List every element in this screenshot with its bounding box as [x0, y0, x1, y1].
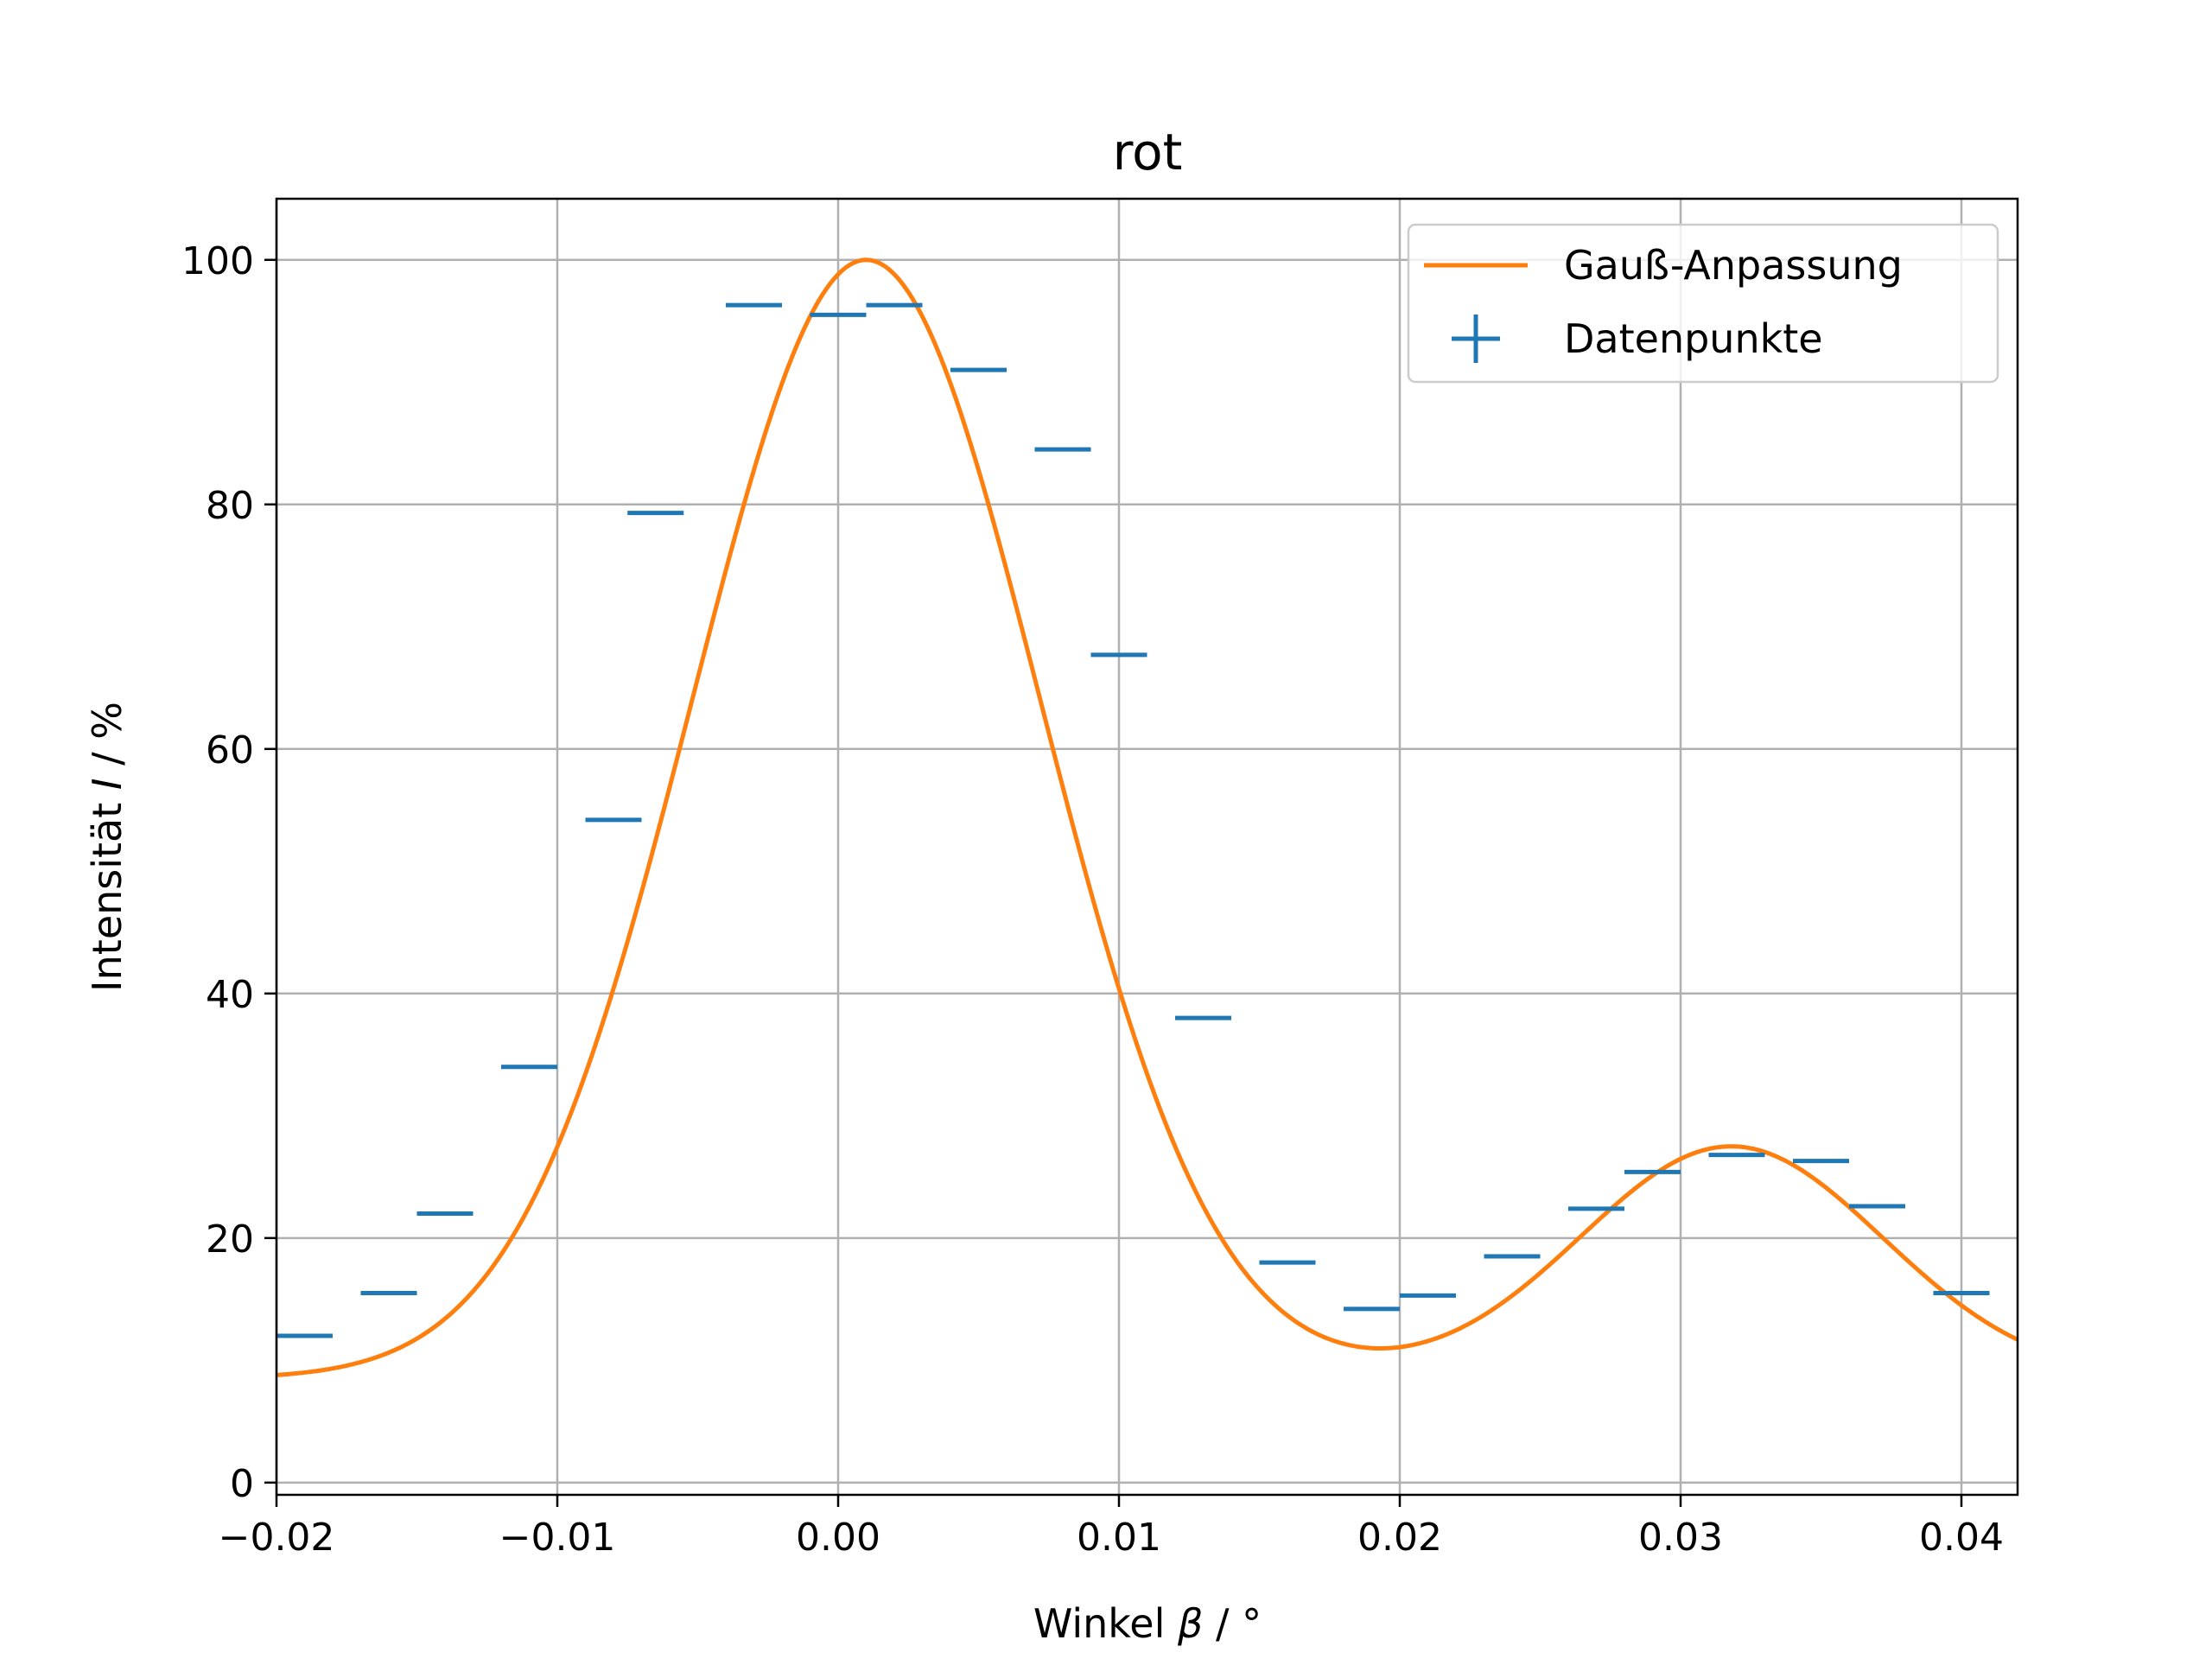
- y-tick-label: 20: [206, 1217, 254, 1262]
- y-axis-label-symbol: I: [84, 779, 130, 791]
- x-axis: −0.02 −0.01 0.00 0.01 0.02 0.03 0.04: [219, 1495, 2004, 1560]
- x-axis-label-prefix: Winkel: [1033, 1600, 1178, 1647]
- y-tick-label: 80: [206, 484, 254, 528]
- legend-data-label: Datenpunkte: [1564, 315, 1823, 362]
- x-axis-label-symbol: β: [1177, 1600, 1203, 1647]
- y-axis-label-prefix: Intensität: [84, 790, 130, 992]
- x-axis-label-suffix: / °: [1203, 1600, 1262, 1647]
- y-tick-label: 0: [230, 1462, 254, 1506]
- x-axis-label: Winkel β / °: [1033, 1600, 1262, 1647]
- legend: Gauß-Anpassung Datenpunkte: [1407, 223, 1999, 384]
- x-tick-label: 0.03: [1638, 1516, 1723, 1560]
- x-tick-label: 0.01: [1077, 1516, 1161, 1560]
- y-axis-label-suffix: / %: [84, 702, 130, 778]
- legend-fit-label: Gauß-Anpassung: [1564, 242, 1903, 289]
- grid: [275, 199, 2018, 1495]
- legend-box: [1407, 223, 1999, 384]
- plot-area: [276, 257, 2018, 1377]
- plot-frame: [275, 197, 2019, 1497]
- y-tick-label: 40: [206, 973, 254, 1017]
- chart-title: rot: [1113, 123, 1183, 181]
- y-axis: 0 20 40 60 80 100: [181, 239, 276, 1506]
- x-tick-label: 0.02: [1357, 1516, 1442, 1560]
- x-tick-label: −0.02: [219, 1516, 335, 1560]
- x-tick-label: 0.04: [1919, 1516, 2004, 1560]
- y-axis-label: Intensität I / %: [84, 702, 130, 992]
- x-tick-label: −0.01: [499, 1516, 616, 1560]
- y-tick-label: 60: [206, 728, 254, 772]
- x-tick-label: 0.00: [796, 1516, 880, 1560]
- y-tick-label: 100: [181, 239, 254, 283]
- fit-curve: [276, 257, 2018, 1377]
